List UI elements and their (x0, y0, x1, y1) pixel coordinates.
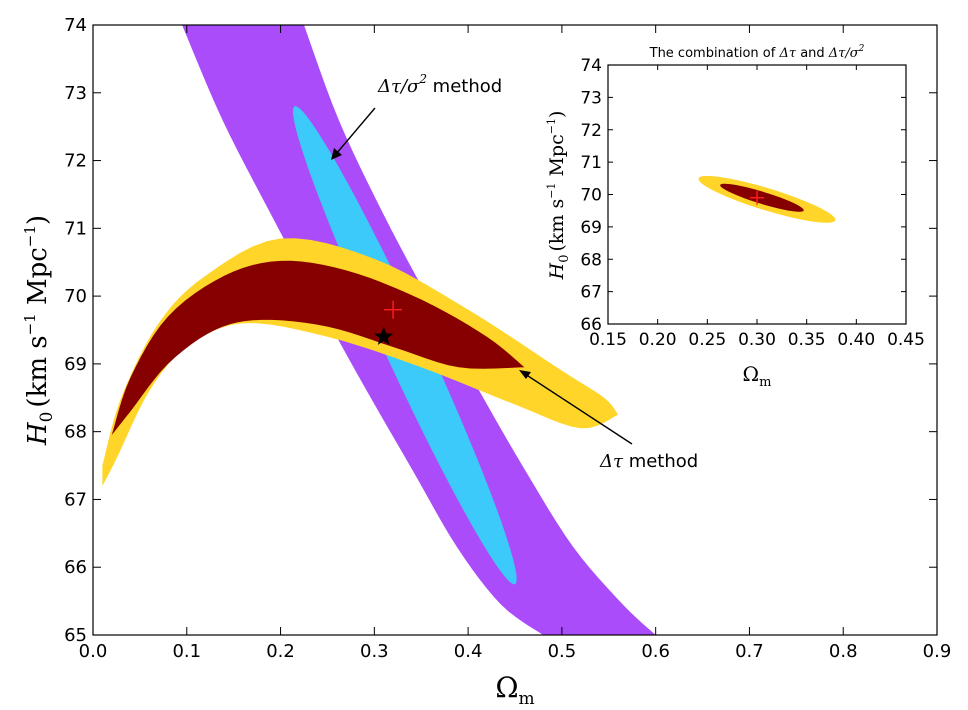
annotation-arrowhead-dtau (519, 370, 531, 379)
y-label-units-b: Mpc (23, 247, 53, 313)
main-x-tick-label: 0.5 (548, 641, 577, 662)
y-label-exp1: −1 (21, 313, 39, 335)
main-y-tick-label: 65 (64, 625, 87, 646)
inset-y-label-units-c: ) (546, 111, 568, 118)
main-x-tick-label: 0.4 (454, 641, 483, 662)
inset-x-tick-label: 0.45 (887, 330, 925, 350)
main-x-tick-label: 0.1 (172, 641, 201, 662)
main-y-tick-label: 74 (64, 15, 87, 36)
inset-x-tick-label: 0.20 (639, 330, 677, 350)
contour-dtau-1sigma (111, 260, 525, 436)
inset-y-tick-label: 72 (580, 121, 602, 141)
annotation-label-dtau-sigma2: Δτ/σ2 method (377, 72, 502, 97)
main-y-tick-label: 69 (64, 354, 87, 375)
y-label-units-c: ) (23, 215, 53, 225)
inset-x-tick-label: 0.15 (589, 330, 627, 350)
annot1-exp: 2 (418, 72, 427, 86)
y-label-units-a: (km s (23, 335, 53, 407)
main-y-tick-label: 72 (64, 151, 87, 172)
main-x-tick-label: 0.2 (266, 641, 295, 662)
main-y-axis-label: H0(km s−1 Mpc−1) (21, 215, 57, 446)
main-y-tick-label: 70 (64, 286, 87, 307)
inset-y-tick-label: 74 (580, 56, 602, 76)
main-x-tick-label: 0.9 (923, 641, 952, 662)
inset-markers (750, 190, 764, 205)
annot2-word: method (623, 451, 698, 472)
inset-x-tick-label: 0.30 (738, 330, 776, 350)
main-y-tick-label: 71 (64, 218, 87, 239)
annotation-arrow-dtau (524, 373, 633, 445)
annot1-word: method (427, 76, 502, 97)
main-x-axis-label: Ωm (495, 671, 534, 709)
inset-x-label-sub: m (759, 375, 771, 390)
inset-x-tick-label: 0.25 (688, 330, 726, 350)
inset-y-label-h: H (546, 262, 568, 280)
x-label-omega: Ω (495, 671, 518, 704)
y-label-sub: 0 (37, 412, 57, 423)
inset-y-label-units-a: (km s (546, 199, 568, 252)
inset-title-exp: 2 (858, 44, 865, 54)
main-y-tick-label: 67 (64, 489, 87, 510)
main-x-tick-label: 0.7 (735, 641, 764, 662)
main-y-tick-label: 66 (64, 557, 87, 578)
inset-y-tick-label: 73 (580, 88, 602, 108)
inset-title-b: Δτ (778, 46, 796, 61)
inset-y-label-exp2: −1 (545, 118, 558, 134)
inset-axis-ticks: 0.15 0.20 0.25 0.30 0.35 0.40 0.45 66 67 68 69 70 71… (580, 56, 925, 350)
inset-y-label-sub: 0 (557, 255, 572, 263)
inset-y-tick-label: 66 (580, 315, 602, 335)
inset-x-axis-label: Ωm (743, 362, 772, 390)
inset-y-tick-label: 68 (580, 250, 602, 270)
inset-title-c: and (796, 46, 829, 61)
inset-y-label-units-b: Mpc (546, 134, 568, 182)
annot1-math: Δτ/σ (377, 76, 420, 97)
main-x-tick-label: 0.3 (360, 641, 389, 662)
inset-y-label-exp1: −1 (545, 183, 558, 199)
annotation-arrow-dtau-sigma2 (335, 107, 376, 155)
inset-title-d: Δτ/σ (828, 46, 860, 61)
annotation-dtau: Δτ method (519, 370, 698, 472)
main-markers (374, 300, 403, 345)
y-label-h: H (23, 421, 53, 446)
fiducial-star-marker (374, 326, 394, 345)
annotation-label-dtau: Δτ method (599, 451, 698, 472)
main-y-tick-label: 73 (64, 83, 87, 104)
main-y-tick-label: 68 (64, 422, 87, 443)
main-axis-ticks: 0.0 0.1 0.2 0.3 0.4 0.5 0.6 0.7 0.8 0.9 65 66 67 68 69… (64, 15, 951, 662)
inset-title-a: The combination of (649, 46, 780, 61)
main-x-tick-label: 0.0 (79, 641, 108, 662)
inset-y-tick-label: 70 (580, 186, 602, 206)
y-label-exp2: −1 (21, 225, 39, 247)
annotation-dtau-sigma2: Δτ/σ2 method (331, 72, 502, 160)
annot2-math: Δτ (599, 451, 624, 472)
inset-y-tick-label: 71 (580, 153, 602, 173)
x-label-sub: m (519, 689, 535, 709)
inset-x-tick-label: 0.35 (788, 330, 826, 350)
main-plot-frame (92, 24, 938, 636)
inset-y-axis-label: H0(km s−1 Mpc−1) (545, 111, 572, 281)
inset-x-tick-label: 0.40 (837, 330, 875, 350)
inset-y-tick-label: 67 (580, 283, 602, 303)
annotation-arrowhead-dtau-sigma2 (331, 148, 342, 160)
main-x-tick-label: 0.6 (641, 641, 670, 662)
inset-title: The combination of Δτ and Δτ/σ2 (649, 44, 865, 61)
inset-plot: 0.15 0.20 0.25 0.30 0.35 0.40 0.45 66 67 68 69 70 71… (545, 44, 925, 390)
inset-y-tick-label: 69 (580, 218, 602, 238)
main-x-tick-label: 0.8 (829, 641, 858, 662)
inset-x-label-omega: Ω (743, 362, 760, 386)
main-contours (102, 25, 656, 635)
